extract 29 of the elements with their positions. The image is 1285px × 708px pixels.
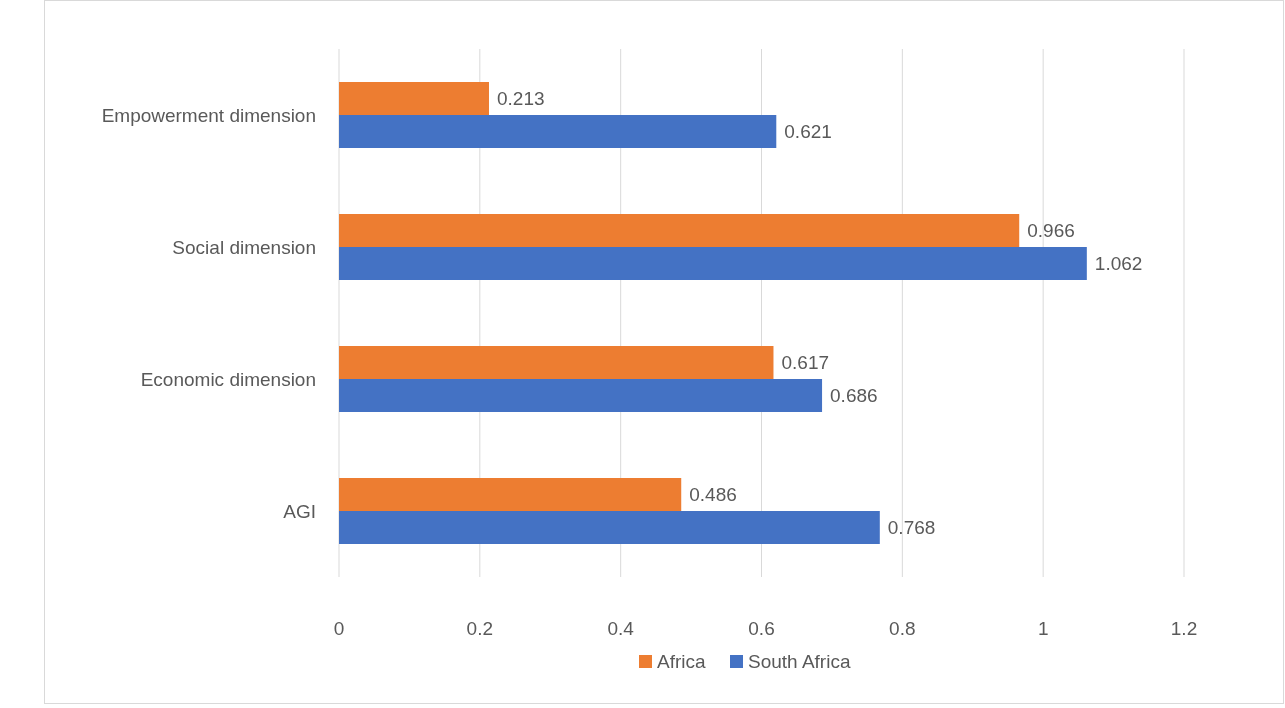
x-tick-label: 1.2 [1170,618,1198,639]
data-label: 0.768 [887,517,936,539]
y-tick-label: AGI [283,500,316,522]
bar [339,346,774,379]
y-tick-label: Social dimension [172,236,316,258]
x-tick-label: 0 [333,618,345,639]
x-tick-label: 0.8 [889,618,916,639]
bar [339,247,1087,280]
legend-label: South Africa [748,650,851,672]
data-label: 0.486 [689,484,737,506]
data-label: 0.621 [784,121,832,143]
data-label: 0.686 [830,385,878,407]
y-tick-label: Economic dimension [140,368,316,390]
x-tick-label: 0.2 [466,618,494,639]
data-label: 0.966 [1027,220,1075,242]
bar [339,379,823,412]
bar [339,214,1020,247]
data-label: 1.062 [1094,253,1143,275]
bar [339,82,489,115]
data-label: 0.617 [781,352,830,374]
bar [339,478,682,511]
x-tick-label: 0.6 [748,618,775,639]
legend-label: Africa [657,650,706,672]
data-label: 0.213 [496,88,545,110]
x-tick-label: 0.4 [607,618,635,639]
bar [339,115,777,148]
bar [339,511,880,544]
y-tick-label: Empowerment dimension [101,104,316,126]
x-tick-label: 1 [1037,618,1049,639]
